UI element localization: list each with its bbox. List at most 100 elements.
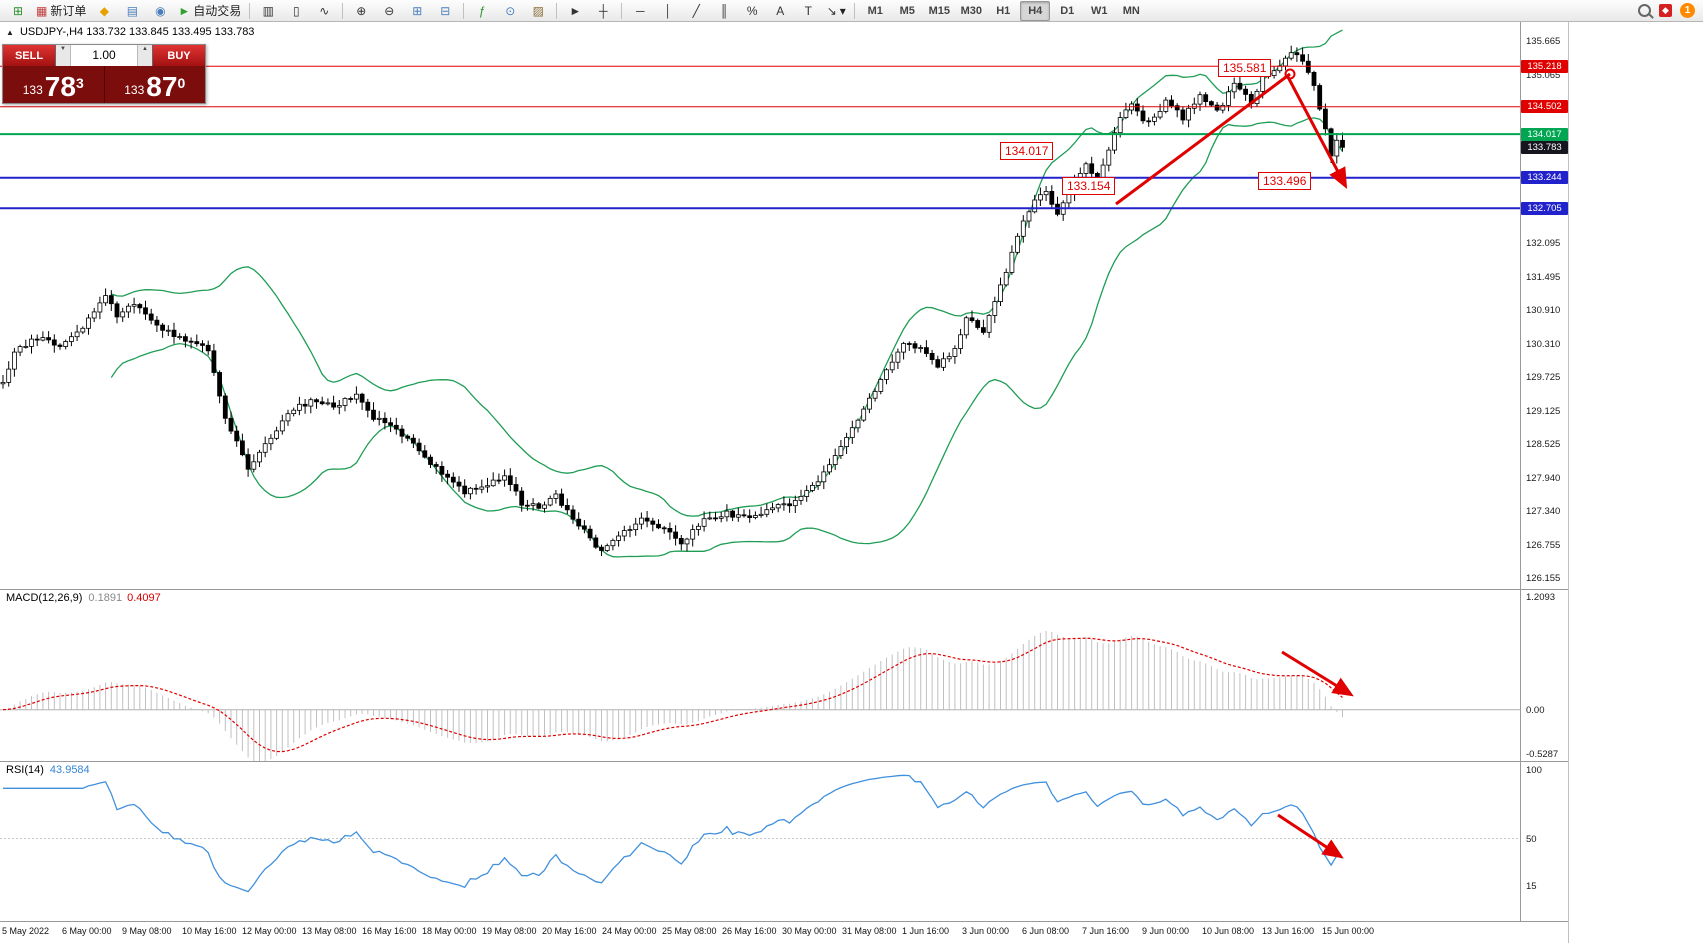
autotrading-button[interactable]: ► 自动交易 [175, 1, 244, 21]
price-axis-label: 130.310 [1526, 338, 1561, 350]
channel-button[interactable]: ║ [711, 1, 737, 21]
vertical-line-icon: │ [664, 3, 673, 18]
volume-up-button[interactable]: ▲ [138, 45, 152, 66]
sell-price-sup: 3 [75, 75, 84, 91]
chart-region[interactable]: 135.665 135.065 132.095 131.495 130.910 130.3… [0, 22, 1703, 943]
price-tag: 134.017 [1521, 127, 1568, 141]
time-axis-label: 31 May 08:00 [842, 926, 897, 936]
chart-canvas [0, 22, 1568, 921]
buy-price-big: 87 [146, 71, 178, 102]
cursor-button[interactable]: ► [562, 1, 588, 21]
price-annotation[interactable]: 134.017 [1000, 142, 1054, 160]
time-axis[interactable]: 5 May 2022 6 May 00:00 9 May 08:00 10 May 1… [0, 921, 1568, 943]
text-label-icon: T [804, 3, 812, 18]
timeframe-h4-button[interactable]: H4 [1020, 0, 1051, 21]
price-annotation[interactable]: 133.496 [1258, 172, 1312, 190]
sell-button[interactable]: SELL [3, 45, 55, 66]
price-tag: 133.244 [1521, 171, 1568, 185]
fibonacci-icon: % [746, 3, 758, 18]
community-button[interactable]: ◉ [147, 1, 173, 21]
price-axis-label: 126.755 [1526, 539, 1561, 551]
price-axis-label: 127.340 [1526, 506, 1561, 518]
search-icon[interactable] [1638, 4, 1651, 17]
trendline-button[interactable]: ╱ [683, 1, 709, 21]
time-axis-label: 10 Jun 08:00 [1202, 926, 1255, 936]
market-icon[interactable]: ◆ [1659, 4, 1672, 17]
timeframe-mn-button[interactable]: MN [1122, 4, 1140, 17]
macd-value-signal: 0.4097 [127, 592, 161, 604]
crosshair-icon: ┼ [599, 3, 608, 18]
buy-button[interactable]: BUY [153, 45, 205, 66]
buy-price-prefix: 133 [124, 83, 145, 97]
horizontal-line-icon: ─ [636, 3, 645, 18]
price-axis-label: 129.725 [1526, 371, 1561, 383]
community-icon: ◉ [155, 3, 166, 18]
toolbar: ⊞ ▦ 新订单 ◆ ▤ ◉ ► 自动交易 ▥ ▯ ∿ ⊕ ⊖ ⊞ ⊟ ƒ ⊙ ▨ ► ┼ ─ │ ╱ ║% A T ↘ ▾ M1 M5 M1… [0, 0, 1703, 22]
templates-button[interactable]: ▨ [525, 1, 551, 21]
timeframe-m1-button[interactable]: M1 [867, 4, 883, 17]
time-axis-label: 5 May 2022 [2, 926, 50, 936]
mql5-button[interactable]: ◆ [91, 1, 117, 21]
rsi-label: RSI(14) 43.9584 [6, 764, 90, 776]
zoom-in-button[interactable]: ⊕ [348, 1, 374, 21]
sell-price[interactable]: 133 78 3 [3, 66, 105, 103]
rsi-axis-label: 100 [1526, 765, 1542, 776]
cursor-icon: ► [569, 3, 582, 18]
price-axis-label: 127.940 [1526, 472, 1561, 484]
time-axis-label: 7 Jun 16:00 [1082, 926, 1130, 936]
open-charts-button[interactable]: ▤ [119, 1, 145, 21]
vertical-line-button[interactable]: │ [655, 1, 681, 21]
toolbar-separator [249, 2, 251, 19]
macd-axis-label: 0.00 [1526, 704, 1545, 716]
cascade-windows-button[interactable]: ⊟ [432, 1, 458, 21]
cascade-windows-icon: ⊟ [440, 3, 451, 18]
price-annotation[interactable]: 135.581 [1218, 59, 1272, 77]
timeframe-m15-button[interactable]: M15 [928, 4, 950, 17]
time-axis-label: 30 May 00:00 [782, 926, 837, 936]
timeframe-m5-button[interactable]: M5 [899, 4, 915, 17]
timeframe-w1-button[interactable]: W1 [1091, 4, 1108, 17]
timeframe-h1-button[interactable]: H1 [996, 4, 1011, 17]
new-order-label: 新订单 [50, 4, 87, 18]
text-label-button[interactable]: T [795, 1, 821, 21]
time-axis-label: 6 Jun 08:00 [1022, 926, 1070, 936]
time-axis-label: 1 Jun 16:00 [902, 926, 950, 936]
period-settings-button[interactable]: ⊙ [497, 1, 523, 21]
tile-windows-button[interactable]: ⊞ [404, 1, 430, 21]
line-chart-icon: ∿ [319, 3, 330, 18]
timeframe-m30-button[interactable]: M30 [960, 4, 982, 17]
indicators-button[interactable]: ƒ [469, 1, 495, 21]
time-axis-label: 25 May 08:00 [662, 926, 717, 936]
crosshair-button[interactable]: ┼ [590, 1, 616, 21]
zoom-out-button[interactable]: ⊖ [376, 1, 402, 21]
fibonacci-button[interactable]: % [739, 1, 765, 21]
templates-icon: ▨ [532, 3, 544, 18]
time-axis-label: 20 May 16:00 [542, 926, 597, 936]
timeframe-d1-button[interactable]: D1 [1060, 4, 1075, 17]
candlestick-chart-button[interactable]: ▯ [283, 1, 309, 21]
time-axis-label: 18 May 00:00 [422, 926, 477, 936]
collapse-chart-icon[interactable]: ▲ [6, 28, 14, 37]
bar-chart-icon: ▥ [262, 3, 274, 18]
line-chart-button[interactable]: ∿ [311, 1, 337, 21]
price-annotation[interactable]: 133.154 [1062, 177, 1116, 195]
time-axis-label: 10 May 16:00 [182, 926, 237, 936]
notification-badge[interactable]: 1 [1680, 3, 1695, 18]
zoom-out-icon: ⊖ [384, 3, 395, 18]
horizontal-line-button[interactable]: ─ [627, 1, 653, 21]
text-button[interactable]: A [767, 1, 793, 21]
bar-chart-button[interactable]: ▥ [255, 1, 281, 21]
open-charts-icon: ▤ [126, 3, 139, 18]
mql5-icon: ◆ [99, 3, 109, 18]
volume-down-button[interactable]: ▼ [56, 45, 70, 66]
one-click-trading-panel: SELL ▼ 1.00 ▲ BUY 133 78 3 [2, 44, 206, 104]
time-axis-label: 26 May 16:00 [722, 926, 777, 936]
rsi-value: 43.9584 [49, 764, 90, 776]
new-chart-button[interactable]: ⊞ [5, 1, 31, 21]
volume-input[interactable]: 1.00 [92, 48, 116, 62]
period-settings-icon: ⊙ [505, 3, 516, 18]
buy-price[interactable]: 133 87 0 [105, 66, 206, 103]
new-order-button[interactable]: ▦ 新订单 [33, 1, 89, 21]
price-axis-label: 135.665 [1526, 35, 1561, 47]
shapes-button[interactable]: ↘ ▾ [823, 1, 849, 21]
